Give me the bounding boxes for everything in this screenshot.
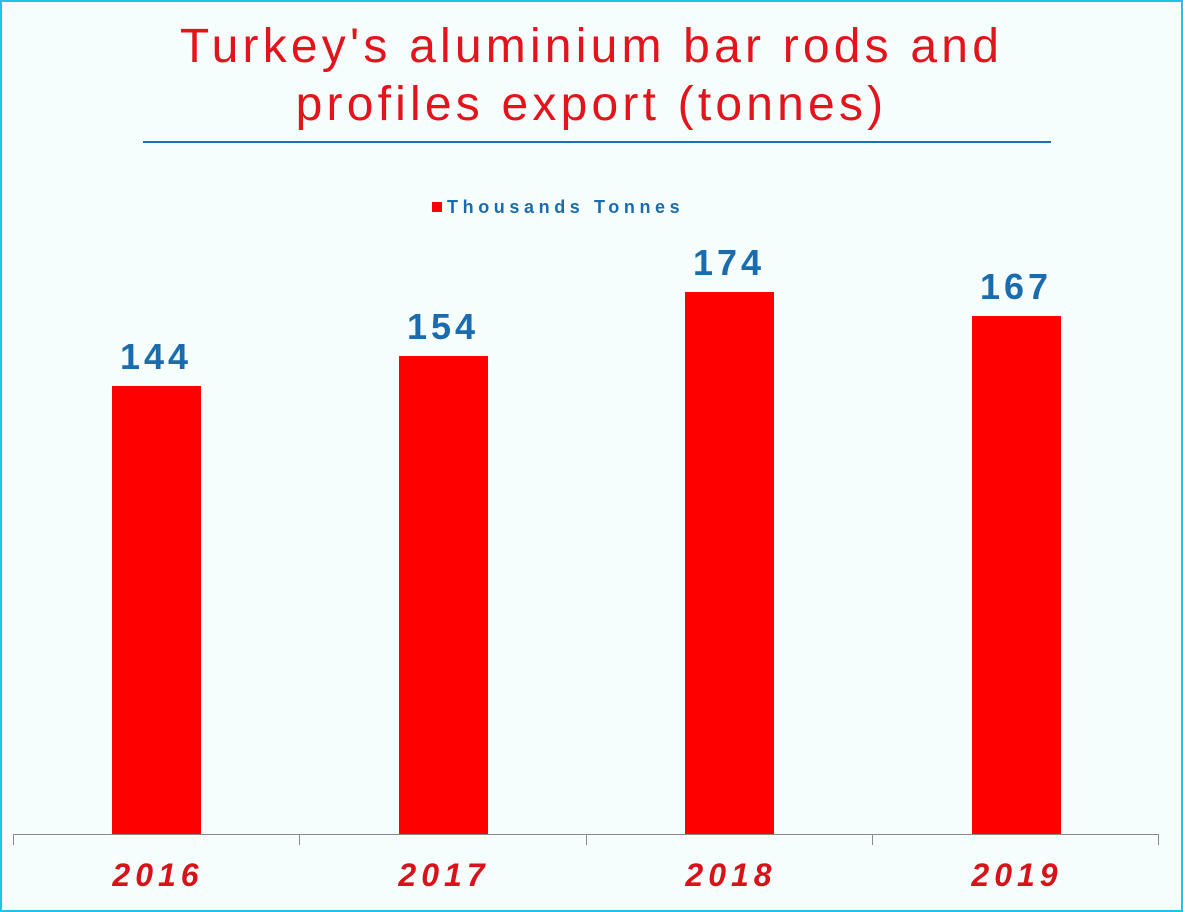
x-axis-label-2019: 2019 xyxy=(971,857,1063,893)
data-label-2019: 167 xyxy=(979,266,1053,307)
x-axis-tick xyxy=(872,834,873,845)
x-axis-tick xyxy=(299,834,300,845)
legend-label: Thousands Tonnes xyxy=(447,196,685,217)
bar-2017 xyxy=(399,356,488,835)
x-axis-label-2016: 2016 xyxy=(112,857,204,893)
x-axis-tick xyxy=(586,834,587,845)
legend: Thousands Tonnes xyxy=(432,196,684,218)
title-underline xyxy=(143,141,1051,143)
data-label-2016: 144 xyxy=(119,336,193,377)
bar-2019 xyxy=(972,316,1061,835)
bar-2016 xyxy=(112,386,201,835)
x-axis-tick xyxy=(13,834,14,845)
x-axis-label-2018: 2018 xyxy=(685,857,777,893)
bar-2018 xyxy=(685,292,774,835)
chart-title-line-2: profiles export (tonnes) xyxy=(295,78,888,131)
x-axis-tick xyxy=(1158,834,1159,845)
chart-title-line-1: Turkey's aluminium bar rods and xyxy=(179,20,1004,73)
data-label-2018: 174 xyxy=(692,242,766,283)
data-label-2017: 154 xyxy=(406,306,480,347)
x-axis-label-2017: 2017 xyxy=(398,857,490,893)
legend-swatch-icon xyxy=(432,202,442,212)
chart-title: Turkey's aluminium bar rods and profiles… xyxy=(0,18,1183,134)
